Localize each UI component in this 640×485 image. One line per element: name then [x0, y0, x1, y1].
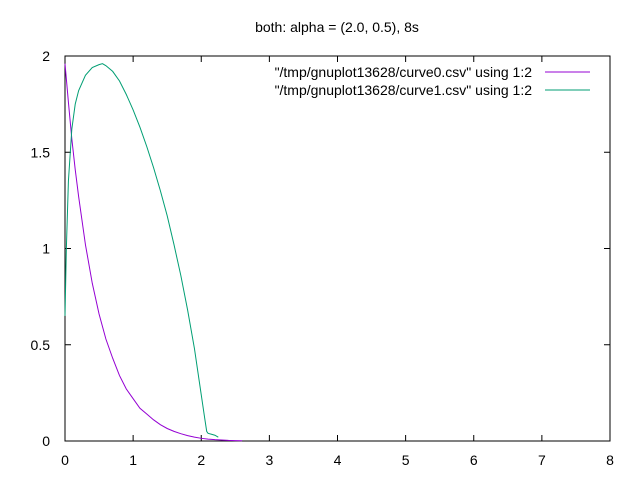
y-tick-label: 0 [42, 433, 50, 449]
x-tick-label: 5 [402, 452, 410, 468]
legend-label-1: "/tmp/gnuplot13628/curve1.csv" using 1:2 [275, 82, 533, 98]
legend-label-0: "/tmp/gnuplot13628/curve0.csv" using 1:2 [275, 64, 533, 80]
x-tick-label: 4 [334, 452, 342, 468]
plot-border [64, 55, 611, 442]
y-tick-label: 0.5 [31, 337, 51, 353]
x-tick-label: 6 [470, 452, 478, 468]
axes: 0 1 2 3 4 5 6 7 8 0 0.5 1 1.5 2 [31, 48, 615, 468]
y-tick-label: 2 [42, 48, 50, 64]
series-layer [64, 63, 243, 442]
chart-title: both: alpha = (2.0, 0.5), 8s [255, 19, 419, 35]
x-tick-label: 8 [606, 452, 614, 468]
series-line-1 [64, 63, 219, 438]
x-tick-label: 7 [538, 452, 546, 468]
x-tick-label: 0 [61, 452, 69, 468]
y-tick-label: 1.5 [31, 144, 51, 160]
series-line-0 [64, 63, 243, 442]
legend: "/tmp/gnuplot13628/curve0.csv" using 1:2… [275, 64, 590, 98]
x-tick-label: 1 [129, 452, 137, 468]
x-tick-label: 2 [197, 452, 205, 468]
x-tick-label: 3 [265, 452, 273, 468]
y-tick-label: 1 [42, 241, 50, 257]
